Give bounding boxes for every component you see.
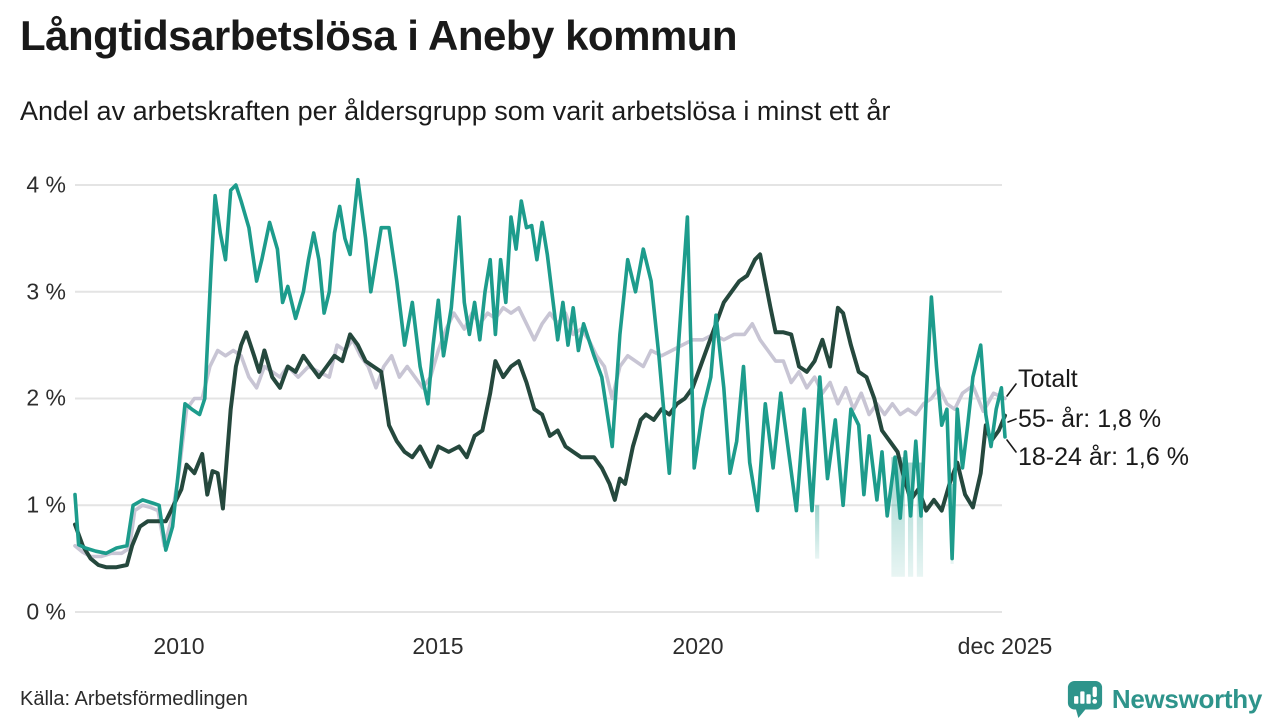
x-tick-2020: 2020 [672,633,724,659]
annotation-connectors [1006,383,1017,453]
end-label-totalt: Totalt [1018,365,1078,393]
connector-55 [1007,418,1017,423]
series-line-totalt [73,305,1007,559]
end-label-18-24: 18-24 år: 1,6 % [1018,443,1189,471]
chart-subtitle: Andel av arbetskraften per åldersgrupp s… [20,96,891,126]
newsworthy-logo: Newsworthy [1066,679,1262,719]
newsworthy-logo-icon [1067,680,1102,718]
y-tick-0pct: 0 % [26,598,66,625]
page-title: Långtidsarbetslösa i Aneby kommun [20,12,738,59]
x-tick-2010: 2010 [153,633,205,659]
end-label-55: 55- år: 1,8 % [1018,405,1162,433]
newsworthy-logo-text: Newsworthy [1111,683,1262,714]
low-confidence-band-0 [815,505,820,559]
x-tick-dec-2025: dec 2025 [957,633,1053,659]
connector-totalt [1006,383,1017,397]
low-confidence-band-3 [916,462,924,577]
series-line-55-r [73,252,1007,570]
low-confidence-band-2 [907,462,914,577]
y-tick-3pct: 3 % [26,278,66,305]
y-tick-4pct: 4 % [26,171,66,198]
y-tick-2pct: 2 % [26,384,66,411]
y-tick-1pct: 1 % [26,491,66,518]
x-tick-2015: 2015 [412,633,464,659]
series-line-18-24-r [73,177,1007,561]
source-caption: Källa: Arbetsförmedlingen [20,688,248,710]
connector-18-24 [1006,439,1017,453]
chart-generated-layers [73,177,1007,613]
